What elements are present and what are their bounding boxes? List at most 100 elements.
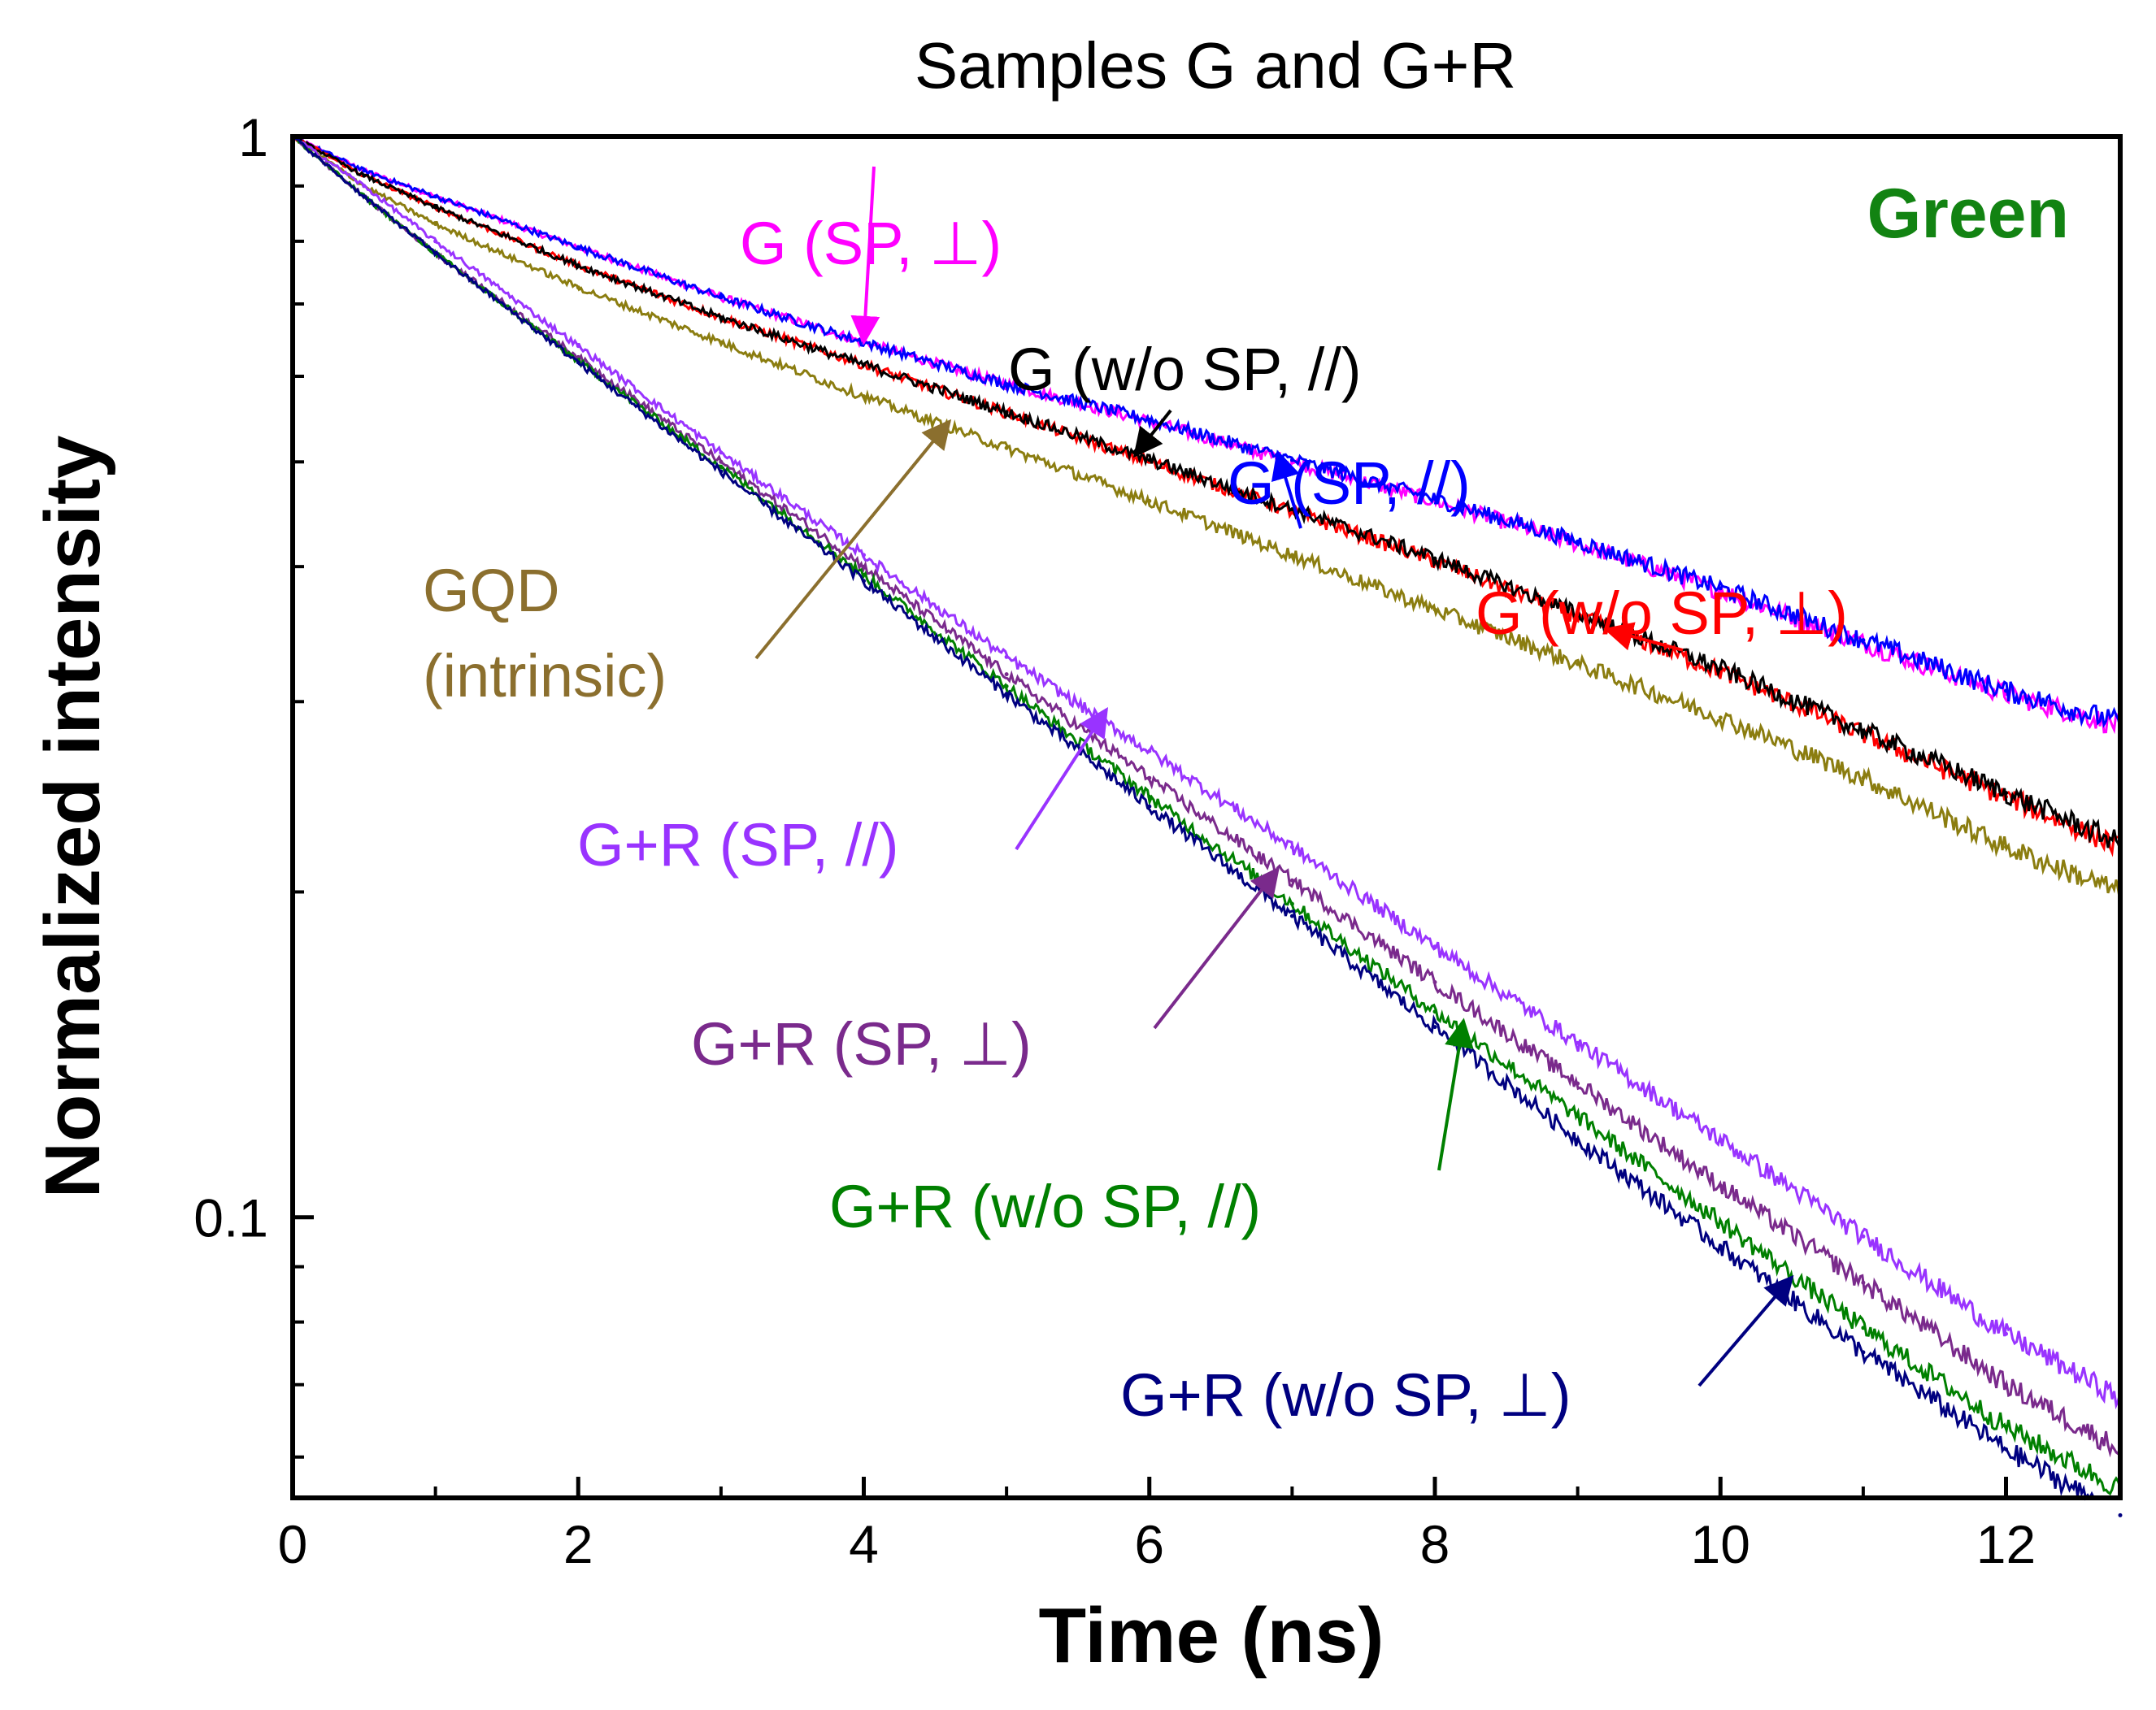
data-point <box>1576 1114 1580 1118</box>
annotation-arrow <box>850 166 880 345</box>
data-point <box>719 315 724 320</box>
data-point <box>1718 715 1723 720</box>
panel-label-green: Green <box>1867 175 2069 253</box>
data-point <box>2004 1382 2008 1387</box>
data-point <box>1147 794 1152 799</box>
data-point <box>1861 728 1866 733</box>
axis-layer: 0 2 4 6 8 10 12 0.1 1 <box>193 107 2036 1574</box>
series-line-g-sp-par <box>292 135 2122 728</box>
series-line-g-r-sp-par <box>292 136 2122 1410</box>
annotation-g-sp-perp: G (SP, ⊥) <box>740 166 1002 345</box>
data-point <box>1147 498 1152 503</box>
series-gqd-intrinsic <box>290 134 2123 903</box>
data-point <box>1861 1280 1866 1285</box>
annotation-label: G (SP, //) <box>1228 449 1471 517</box>
data-point <box>1718 1137 1723 1142</box>
x-tick-label: 8 <box>1420 1514 1450 1574</box>
series-g-r-sp-par <box>290 134 2123 1410</box>
annotation-label: G (w/o SP, ⊥) <box>1476 579 1848 647</box>
x-axis-title: Time (ns) <box>1039 1592 1384 1679</box>
annotation-label: G+R (SP, ⊥) <box>691 1010 1032 1078</box>
data-point <box>1004 382 1009 387</box>
data-point <box>1004 692 1009 697</box>
data-point <box>1147 749 1152 753</box>
annotation-arrow <box>1437 1018 1474 1171</box>
data-point <box>862 579 866 584</box>
annotation-g-w-o-sp-par: G (w/o SP, //) <box>1008 336 1362 458</box>
data-point <box>362 168 367 173</box>
data-point <box>1289 844 1294 849</box>
data-point <box>1576 1137 1580 1142</box>
data-point <box>1289 914 1294 918</box>
data-point <box>576 263 580 267</box>
data-point <box>1289 901 1294 906</box>
annotation-g-r-sp-perp: G+R (SP, ⊥) <box>691 866 1280 1078</box>
y-axis-title: Normalized intensity <box>29 436 116 1199</box>
data-point <box>1147 775 1152 780</box>
data-point <box>1718 666 1723 671</box>
data-point <box>1576 611 1580 616</box>
y-tick-label: 1 <box>238 107 268 167</box>
data-point <box>362 173 367 178</box>
data-point <box>862 564 866 569</box>
data-point <box>433 205 438 210</box>
data-point <box>719 340 724 345</box>
data-point <box>1718 586 1723 591</box>
x-tick-label: 12 <box>1976 1514 2036 1574</box>
x-tick-label: 10 <box>1691 1514 1750 1574</box>
data-point <box>719 295 724 300</box>
data-point <box>1432 1025 1437 1030</box>
data-point <box>1576 1081 1580 1086</box>
data-point <box>576 344 580 349</box>
data-point <box>1004 654 1009 659</box>
annotation-label: G+R (w/o SP, ⊥) <box>1120 1361 1571 1429</box>
data-point <box>2004 1447 2008 1452</box>
data-point <box>1432 607 1437 612</box>
annotation-arrow <box>754 419 952 660</box>
data-point <box>576 245 580 250</box>
data-point <box>1576 662 1580 666</box>
annotation-arrow <box>1603 622 1684 652</box>
data-point <box>1147 458 1152 462</box>
annotation-label: G+R (w/o SP, //) <box>829 1173 1261 1240</box>
data-point <box>433 251 438 255</box>
annotation-arrow <box>1132 409 1172 458</box>
series-line-g-r-w-o-sp-par <box>292 135 2122 1496</box>
annotation-g-w-o-sp-perp: G (w/o SP, ⊥) <box>1476 579 1848 652</box>
data-point <box>719 450 724 455</box>
annotation-arrow <box>1015 706 1109 851</box>
data-point <box>1004 445 1009 450</box>
y-tick-label: 0.1 <box>193 1188 268 1248</box>
data-point <box>1718 1244 1723 1248</box>
annotation-label: G (SP, ⊥) <box>740 210 1002 277</box>
data-point <box>2004 1425 2008 1429</box>
annotation-label: G+R (SP, //) <box>577 811 898 879</box>
annotation-g-sp-par: G (SP, //) <box>1228 449 1471 529</box>
data-point <box>1004 672 1009 677</box>
data-point <box>433 239 438 244</box>
data-point <box>2004 688 2008 693</box>
annotation-g-r-sp-par: G+R (SP, //) <box>577 706 1109 879</box>
data-point <box>1576 539 1580 544</box>
data-point <box>1289 878 1294 883</box>
series-layer <box>290 134 2123 1517</box>
data-point <box>862 394 866 399</box>
data-point <box>1576 1040 1580 1045</box>
series-g-r-w-o-sp-perp <box>290 134 2123 1517</box>
data-point <box>1861 1234 1866 1239</box>
data-point <box>433 194 438 199</box>
data-point <box>719 464 724 469</box>
annotation-arrow <box>1153 866 1280 1030</box>
annotation-label: GQD (intrinsic) <box>423 557 667 710</box>
data-point <box>1432 556 1437 561</box>
data-point <box>1718 1183 1723 1188</box>
data-point <box>1861 638 1866 643</box>
data-point <box>1432 1009 1437 1014</box>
data-point <box>1432 980 1437 984</box>
series-line-gqd-intrinsic <box>292 135 2122 903</box>
annotation-label: G (w/o SP, //) <box>1008 336 1362 403</box>
data-point <box>362 194 367 199</box>
data-point <box>2004 1331 2008 1336</box>
plot-frame <box>290 134 2123 1500</box>
annotation-arrow <box>1697 1274 1794 1387</box>
